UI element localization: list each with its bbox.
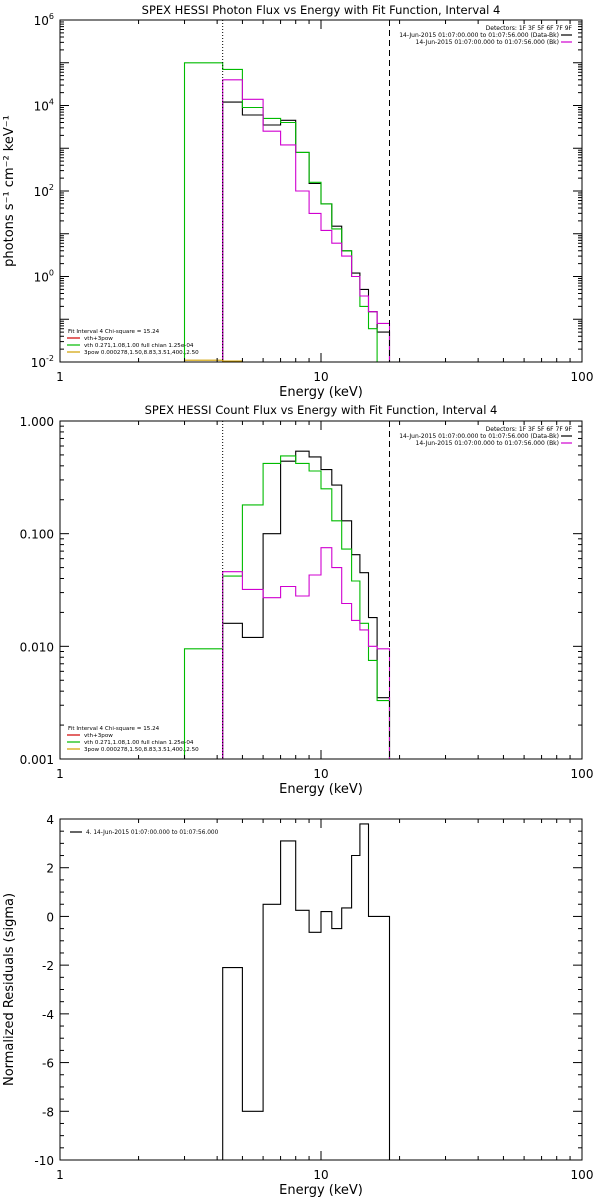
data-layer <box>183 62 391 362</box>
residual-legend-text: 4. 14-Jun-2015 01:07:00.000 to 01:07:56.… <box>86 830 219 836</box>
y-tick-base: 10 <box>34 185 49 199</box>
y-tick-base: 10 <box>34 14 49 28</box>
data-layer <box>183 450 391 759</box>
y-tick-exponent: 4 <box>49 98 54 107</box>
x-tick-label: 10 <box>313 767 328 781</box>
x-tick-label: 1 <box>56 767 64 781</box>
y-tick-label: 0.100 <box>20 528 54 542</box>
fit-legend-text: vth 0.271,1.08,1.00 full chian 1.25e-04 <box>84 740 194 746</box>
series-line-4-14-jun-2015-01-07-00-000-to-01-07-56-000 <box>222 823 391 1160</box>
series-line-3pow <box>183 359 243 362</box>
x-tick-label: 100 <box>571 1168 594 1182</box>
x-axis-label: Energy (keV) <box>279 385 363 400</box>
y-tick-label: -10 <box>34 1154 54 1168</box>
y-tick-label: 10-2 <box>31 354 54 370</box>
series-line-bk <box>222 79 391 362</box>
y-tick-label: -8 <box>42 1105 54 1119</box>
y-tick-label: -4 <box>42 1008 54 1022</box>
fit-legend-text: 3pow 0.000278,1.50,8.83,3.51,400.,2.50 <box>84 350 199 356</box>
y-tick-label: 1.000 <box>20 415 54 429</box>
chart-panel-1: SPEX HESSI Photon Flux vs Energy with Fi… <box>2 3 593 400</box>
y-tick-label: 2 <box>46 862 54 876</box>
data-layer <box>222 823 391 1160</box>
chart-panel-3: 1 10 100 Energy (keV) -10 -8 -6 -4 -2 0 2 4 Normaliz… <box>2 813 593 1198</box>
y-tick-label: 0.010 <box>20 640 54 654</box>
y-tick-exponent: -2 <box>46 354 54 363</box>
y-tick-exponent: 2 <box>49 183 54 192</box>
y-tick-exponent: 6 <box>49 12 54 21</box>
y-tick-base: 10 <box>34 271 49 285</box>
x-tick-label: 10 <box>313 370 328 384</box>
header-line-3: 14-Jun-2015 01:07:00.000 to 01:07:56.000… <box>416 39 559 46</box>
chart-title: SPEX HESSI Count Flux vs Energy with Fit… <box>145 403 498 417</box>
header-line-2: 14-Jun-2015 01:07:00.000 to 01:07:56.000… <box>399 32 559 39</box>
chart-title: SPEX HESSI Photon Flux vs Energy with Fi… <box>142 3 501 17</box>
x-tick-label: 100 <box>571 767 594 781</box>
x-tick-label: 1 <box>56 370 64 384</box>
y-tick-label: 100 <box>34 269 54 285</box>
y-tick-label: -6 <box>42 1057 54 1071</box>
fit-legend-text: 3pow 0.000278,1.50,8.83,3.51,400.,2.50 <box>84 747 199 753</box>
y-tick-label: 104 <box>34 98 54 114</box>
x-axis-label: Energy (keV) <box>279 782 363 797</box>
series-line-data-bk <box>222 450 391 759</box>
series-line-data-bk <box>183 101 391 362</box>
header-line-1: Detectors: 1F 3F 5F 6F 7F 9F <box>486 25 573 32</box>
chart-panel-2: SPEX HESSI Count Flux vs Energy with Fit… <box>20 403 594 797</box>
x-tick-label: 1 <box>56 1168 64 1182</box>
fit-legend-text: vth 0.271,1.08,1.00 full chian 1.25e-04 <box>84 343 194 349</box>
series-line-bk <box>222 547 391 759</box>
y-tick-label: 0 <box>46 910 54 924</box>
y-tick-label: 0.001 <box>20 753 54 767</box>
y-tick-label: 106 <box>34 12 54 28</box>
fit-legend-text: vth+3pow <box>84 733 113 739</box>
axes-frame <box>59 818 583 1161</box>
fit-legend-text: vth+3pow <box>84 336 113 342</box>
header-line-2: 14-Jun-2015 01:07:00.000 to 01:07:56.000… <box>399 433 559 440</box>
x-axis-label: Energy (keV) <box>279 1183 363 1198</box>
x-tick-label: 100 <box>571 370 594 384</box>
y-tick-exponent: 0 <box>49 269 54 278</box>
header-line-1: Detectors: 1F 3F 5F 6F 7F 9F <box>486 426 573 433</box>
header-line-3: 14-Jun-2015 01:07:00.000 to 01:07:56.000… <box>416 440 559 447</box>
series-line-vth-3pow <box>183 62 391 362</box>
series-line-vth-3pow <box>183 455 391 759</box>
fit-legend-text: Fit Interval 4 Chi-square = 15.24 <box>68 329 160 335</box>
y-tick-base: 10 <box>31 356 46 370</box>
y-tick-label: 4 <box>46 813 54 827</box>
y-tick-base: 10 <box>34 100 49 114</box>
x-tick-label: 10 <box>313 1168 328 1182</box>
y-tick-label: -2 <box>42 959 54 973</box>
fit-legend-text: Fit Interval 4 Chi-square = 15.24 <box>68 726 160 732</box>
y-axis-label: Normalized Residuals (sigma) <box>2 893 17 1086</box>
y-axis-label: photons s⁻¹ cm⁻² keV⁻¹ <box>2 115 17 267</box>
y-tick-label: 102 <box>34 183 54 199</box>
